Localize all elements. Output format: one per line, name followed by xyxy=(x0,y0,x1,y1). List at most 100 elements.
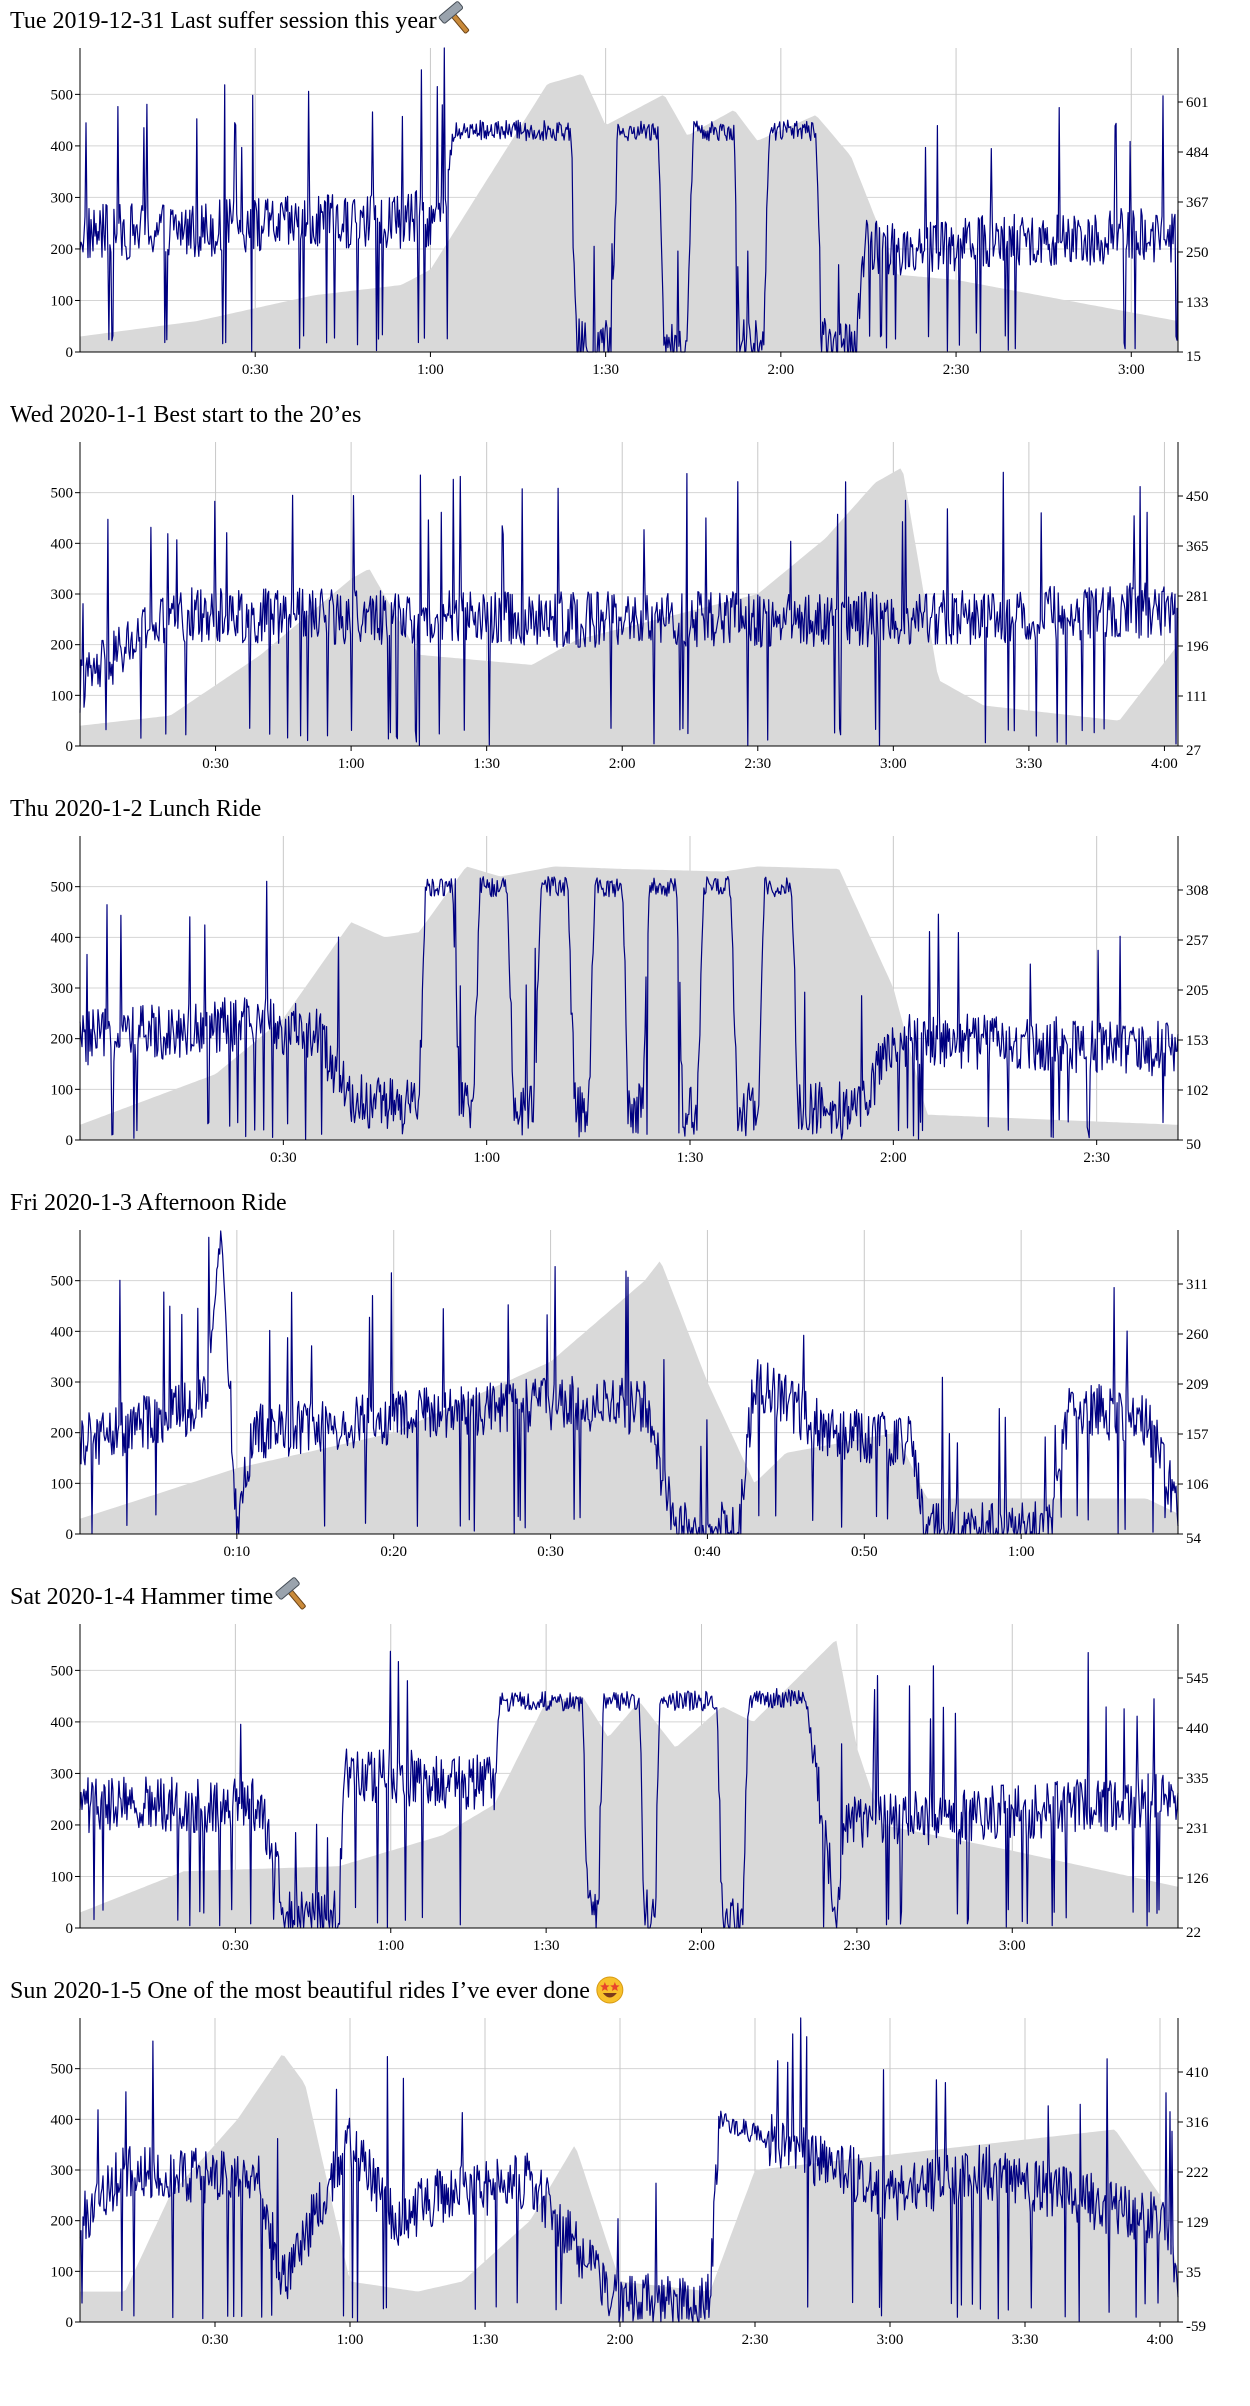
y-left-tick-label: 300 xyxy=(51,587,74,603)
y-right-tick-label: 545 xyxy=(1186,1671,1209,1687)
y-right-tick-label: 153 xyxy=(1186,1033,1209,1049)
y-left-tick-label: 100 xyxy=(51,293,74,309)
ride-panel: 0 100 200 300 400 500 15 133 250 367 484 601 0:30 1:0… xyxy=(0,0,1250,394)
ride-chart: 0 100 200 300 400 500 54 106 157 209 260 311 0:10 0:2… xyxy=(51,1230,1209,1560)
y-left-tick-label: 400 xyxy=(51,2112,74,2128)
y-left-tick-label: 0 xyxy=(66,1527,74,1543)
y-right-tick-label: 106 xyxy=(1186,1477,1209,1493)
x-tick-label: 3:00 xyxy=(1118,362,1145,378)
y-right-tick-label: 316 xyxy=(1186,2115,1209,2131)
y-right-tick-label: 260 xyxy=(1186,1327,1209,1343)
ride-title: Sat 2020-1-4 Hammer time xyxy=(10,1584,274,1610)
ride-chart: 0 100 200 300 400 500 27 111 196 281 365 450 0:30 1:0… xyxy=(51,442,1209,772)
y-right-tick-label: 50 xyxy=(1186,1137,1201,1153)
y-left-tick-label: 0 xyxy=(66,2315,74,2331)
x-tick-label: 0:30 xyxy=(537,1544,564,1560)
ride-panel: 0 100 200 300 400 500 22 126 231 335 440 545 0:30 1:0… xyxy=(0,1576,1250,1970)
x-tick-label: 1:00 xyxy=(337,2332,364,2348)
y-left-tick-label: 200 xyxy=(51,638,74,654)
x-tick-label: 2:00 xyxy=(607,2332,634,2348)
x-tick-label: 1:30 xyxy=(473,756,500,772)
y-right-tick-label: 601 xyxy=(1186,95,1209,111)
y-left-tick-label: 500 xyxy=(51,1663,74,1679)
elevation-area xyxy=(80,866,1178,1140)
y-right-tick-label: 250 xyxy=(1186,245,1209,261)
y-right-tick-label: 257 xyxy=(1186,933,1209,949)
ride-title: Fri 2020-1-3 Afternoon Ride xyxy=(10,1190,287,1216)
x-tick-label: 2:30 xyxy=(742,2332,769,2348)
y-right-tick-label: 335 xyxy=(1186,1771,1209,1787)
y-left-tick-label: 300 xyxy=(51,1766,74,1782)
power-line xyxy=(79,1650,1179,1929)
ride-panel: 0 100 200 300 400 500 -59 35 129 222 316 410 0:30 1:0… xyxy=(0,1970,1250,2364)
y-right-tick-label: 205 xyxy=(1186,983,1209,999)
y-right-tick-label: 196 xyxy=(1186,639,1209,655)
ride-panel: 0 100 200 300 400 500 50 102 153 205 257 308 0:30 1:0… xyxy=(0,788,1250,1182)
y-left-tick-label: 400 xyxy=(51,536,74,552)
x-tick-label: 1:00 xyxy=(377,1938,404,1954)
x-tick-label: 0:50 xyxy=(851,1544,878,1560)
y-left-tick-label: 0 xyxy=(66,345,74,361)
elevation-area xyxy=(80,74,1178,353)
x-tick-label: 0:10 xyxy=(224,1544,251,1560)
y-right-tick-label: 281 xyxy=(1186,589,1209,605)
y-left-tick-label: 200 xyxy=(51,1426,74,1442)
x-tick-label: 1:00 xyxy=(417,362,444,378)
x-tick-label: 2:30 xyxy=(943,362,970,378)
x-tick-label: 0:30 xyxy=(242,362,269,378)
x-tick-label: 2:30 xyxy=(844,1938,871,1954)
power-line xyxy=(79,876,1179,1141)
x-tick-label: 1:30 xyxy=(472,2332,499,2348)
y-right-tick-label: 410 xyxy=(1186,2065,1209,2081)
x-tick-label: 3:00 xyxy=(999,1938,1026,1954)
y-right-tick-label: 222 xyxy=(1186,2165,1209,2181)
y-right-tick-label: 308 xyxy=(1186,883,1209,899)
x-tick-label: 4:00 xyxy=(1151,756,1178,772)
y-right-tick-label: -59 xyxy=(1186,2319,1206,2335)
y-right-tick-label: 440 xyxy=(1186,1721,1209,1737)
ride-panel: 0 100 200 300 400 500 27 111 196 281 365 450 0:30 1:0… xyxy=(0,394,1250,788)
y-left-tick-label: 200 xyxy=(51,242,74,258)
x-tick-label: 0:30 xyxy=(222,1938,249,1954)
y-right-tick-label: 111 xyxy=(1186,689,1207,705)
x-tick-label: 3:30 xyxy=(1012,2332,1039,2348)
y-right-tick-label: 27 xyxy=(1186,743,1202,759)
ride-title: Thu 2020-1-2 Lunch Ride xyxy=(10,796,262,822)
x-tick-label: 3:00 xyxy=(877,2332,904,2348)
x-tick-label: 0:40 xyxy=(694,1544,721,1560)
x-tick-label: 0:30 xyxy=(202,2332,229,2348)
y-right-tick-label: 311 xyxy=(1186,1277,1208,1293)
x-tick-label: 1:30 xyxy=(533,1938,560,1954)
star-struck-icon xyxy=(596,1976,624,2004)
x-tick-label: 0:30 xyxy=(202,756,229,772)
ride-chart: 0 100 200 300 400 500 15 133 250 367 484 601 0:30 1:0… xyxy=(51,1,1209,378)
y-left-tick-label: 0 xyxy=(66,1921,74,1937)
x-tick-label: 2:30 xyxy=(744,756,771,772)
x-tick-label: 1:30 xyxy=(677,1150,704,1166)
ride-panel: 0 100 200 300 400 500 54 106 157 209 260 311 0:10 0:2… xyxy=(0,1182,1250,1576)
y-left-tick-label: 100 xyxy=(51,1082,74,1098)
y-left-tick-label: 0 xyxy=(66,1133,74,1149)
y-right-tick-label: 133 xyxy=(1186,295,1209,311)
y-right-tick-label: 54 xyxy=(1186,1531,1202,1547)
y-left-tick-label: 500 xyxy=(51,486,74,502)
power-line xyxy=(79,47,1179,353)
y-left-tick-label: 500 xyxy=(51,87,74,103)
y-right-tick-label: 365 xyxy=(1186,539,1209,555)
ride-chart: 0 100 200 300 400 500 -59 35 129 222 316 410 0:30 1:0… xyxy=(51,1976,1209,2348)
y-right-tick-label: 126 xyxy=(1186,1871,1209,1887)
y-left-tick-label: 400 xyxy=(51,930,74,946)
y-left-tick-label: 200 xyxy=(51,1032,74,1048)
x-tick-label: 1:30 xyxy=(592,362,619,378)
x-tick-label: 1:00 xyxy=(473,1150,500,1166)
y-left-tick-label: 400 xyxy=(51,1715,74,1731)
y-left-tick-label: 300 xyxy=(51,1375,74,1391)
y-left-tick-label: 200 xyxy=(51,2214,74,2230)
elevation-area xyxy=(80,1640,1178,1928)
x-tick-label: 1:00 xyxy=(1008,1544,1035,1560)
y-left-tick-label: 100 xyxy=(51,1476,74,1492)
y-right-tick-label: 450 xyxy=(1186,489,1209,505)
elevation-area xyxy=(80,468,1178,746)
y-left-tick-label: 300 xyxy=(51,190,74,206)
y-left-tick-label: 200 xyxy=(51,1818,74,1834)
